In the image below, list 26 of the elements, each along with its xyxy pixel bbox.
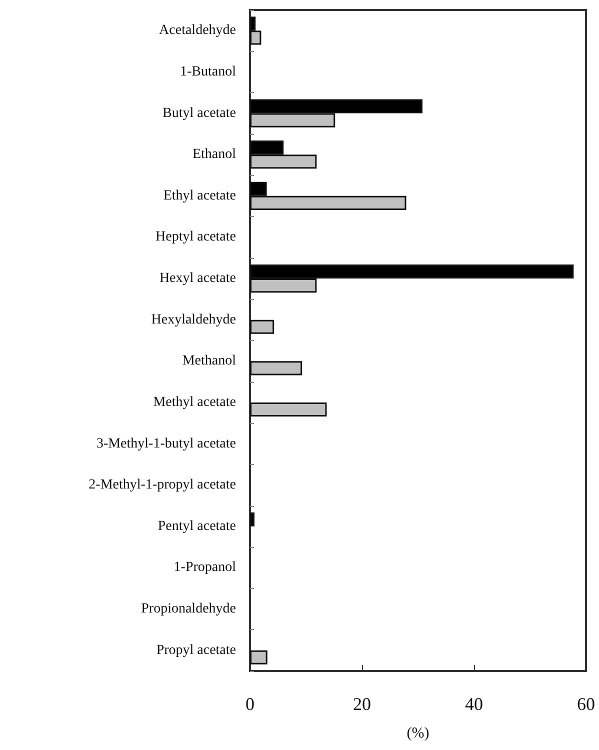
y-tick-label: Pentyl acetate — [158, 518, 236, 534]
bar — [250, 650, 268, 664]
y-tick-label: 1-Butanol — [180, 64, 236, 80]
y-tick-label: 1-Propanol — [174, 560, 236, 576]
y-tick-label: Methanol — [182, 354, 236, 369]
y-tick-label: Ethyl acetate — [163, 188, 236, 204]
x-axis-title: (%) — [406, 726, 430, 742]
y-tick-label: Hexylaldehyde — [151, 312, 236, 328]
y-tick-label: Butyl acetate — [162, 106, 236, 121]
y-tick-label: Ethanol — [192, 147, 236, 162]
x-tick-label: 20 — [353, 694, 371, 714]
y-tick-label: Propionaldehyde — [141, 602, 236, 617]
y-tick-label: 2-Methyl-1-propyl acetate — [88, 478, 236, 493]
x-tick-label: 60 — [577, 694, 595, 714]
y-tick-label: Acetaldehyde — [159, 23, 236, 38]
bar — [250, 402, 327, 417]
bar — [250, 361, 302, 376]
bar — [250, 320, 274, 334]
y-tick-label: Heptyl acetate — [156, 230, 236, 245]
y-tick-label: Propyl acetate — [156, 642, 236, 658]
bar — [250, 512, 254, 526]
x-tick-label: 40 — [465, 694, 483, 714]
y-tick-label: 3-Methyl-1-butyl acetate — [96, 436, 236, 452]
x-tick-label: 0 — [246, 694, 254, 714]
y-tick-label: Methyl acetate — [153, 394, 236, 410]
y-tick-label: Hexyl acetate — [159, 271, 236, 286]
